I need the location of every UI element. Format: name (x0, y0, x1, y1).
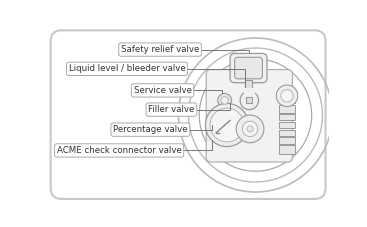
Circle shape (236, 115, 264, 143)
Circle shape (276, 85, 298, 106)
Text: Liquid level / bleeder valve: Liquid level / bleeder valve (69, 64, 185, 73)
Circle shape (218, 94, 232, 107)
Circle shape (206, 104, 248, 147)
Circle shape (210, 108, 244, 142)
Circle shape (281, 90, 293, 102)
Bar (279, 137, 295, 143)
Text: Safety relief valve: Safety relief valve (121, 45, 199, 54)
Bar (245, 80, 252, 90)
Circle shape (247, 126, 253, 132)
FancyBboxPatch shape (235, 57, 262, 79)
FancyBboxPatch shape (206, 70, 292, 162)
FancyBboxPatch shape (51, 30, 326, 199)
Text: Percentage valve: Percentage valve (113, 125, 188, 134)
Bar (279, 105, 295, 113)
Circle shape (240, 91, 258, 110)
FancyBboxPatch shape (230, 53, 267, 83)
Bar (279, 145, 295, 154)
Bar (279, 96, 295, 104)
Text: Service valve: Service valve (134, 86, 192, 95)
Bar (279, 130, 295, 136)
Bar (246, 97, 252, 104)
Circle shape (242, 121, 258, 137)
Bar (244, 88, 255, 96)
Bar (279, 114, 295, 120)
Circle shape (221, 96, 229, 104)
Bar (279, 122, 295, 128)
Text: Filler valve: Filler valve (148, 105, 195, 114)
Text: ACME check connector valve: ACME check connector valve (57, 146, 182, 155)
